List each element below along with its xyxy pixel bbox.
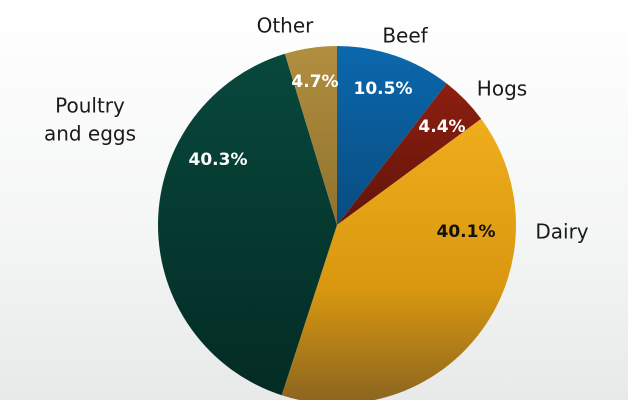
category-label-hogs: Hogs <box>477 77 527 101</box>
pie-slice-hogs <box>337 83 482 225</box>
category-label-dairy: Dairy <box>535 220 588 244</box>
category-label-poultry-and-eggs-line-1: Poultry <box>55 94 125 118</box>
value-label-hogs: 4.4% <box>418 117 465 137</box>
category-label-other: Other <box>257 14 315 38</box>
pie-slice-beef <box>337 46 447 225</box>
category-label-beef: Beef <box>382 24 428 48</box>
category-label-poultry-and-eggs-line-2: and eggs <box>44 122 136 146</box>
pie-slice-dairy <box>281 118 516 400</box>
value-label-other: 4.7% <box>291 72 338 92</box>
value-label-dairy: 40.1% <box>437 222 496 242</box>
pie-slice-other <box>284 46 337 225</box>
value-label-beef: 10.5% <box>354 79 413 99</box>
value-label-poultry-and-eggs: 40.3% <box>189 150 248 170</box>
pie-slice-poultry-and-eggs <box>158 53 337 396</box>
